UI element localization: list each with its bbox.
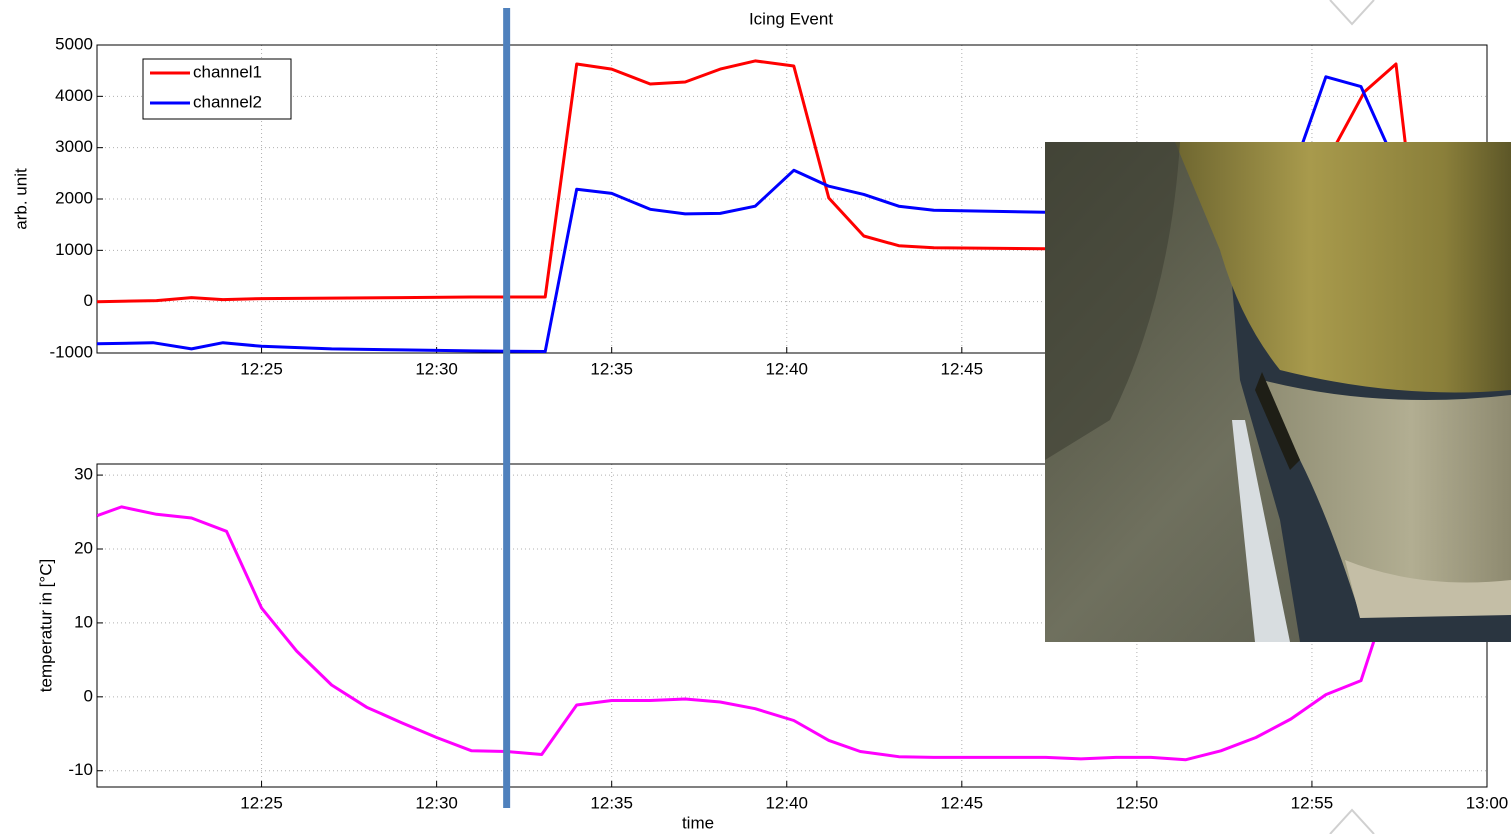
- x-axis-label: time: [682, 813, 714, 832]
- x-tick-label: 12:45: [941, 359, 984, 378]
- x-tick-label: 12:45: [941, 793, 984, 812]
- y-tick-label: 3000: [55, 137, 93, 156]
- x-tick-label: 12:25: [240, 359, 283, 378]
- x-tick-label: 12:25: [240, 793, 283, 812]
- photo-inset: [1045, 142, 1511, 642]
- x-tick-label: 12:50: [1116, 793, 1159, 812]
- x-tick-label: 13:00: [1466, 793, 1509, 812]
- x-tick-label: 12:40: [765, 359, 808, 378]
- y-tick-label: 1000: [55, 240, 93, 259]
- y-tick-label: 10: [74, 612, 93, 631]
- y-tick-label: 0: [84, 291, 93, 310]
- y-axis-label: arb. unit: [11, 168, 30, 230]
- legend: channel1 channel2: [143, 59, 291, 119]
- figure: 12:25 12:30 12:35 12:40 12:45 12:50 12:55 13:00…: [0, 0, 1511, 834]
- y-tick-label: 5000: [55, 34, 93, 53]
- chevron: [1330, 810, 1374, 834]
- x-tick-label: 12:30: [415, 359, 458, 378]
- x-tick-label: 12:35: [590, 359, 633, 378]
- chart-title: Icing Event: [749, 9, 833, 28]
- y-tick-label: 20: [74, 538, 93, 557]
- x-tick-label: 12:40: [765, 793, 808, 812]
- x-tick-label: 12:35: [590, 793, 633, 812]
- x-tick-label: 12:55: [1291, 793, 1334, 812]
- chevron: [1330, 0, 1374, 24]
- legend-label: channel1: [193, 62, 262, 81]
- y-tick-label: -1000: [50, 342, 93, 361]
- x-tick-label: 12:30: [415, 793, 458, 812]
- y-tick-label: 4000: [55, 86, 93, 105]
- y-tick-label: 30: [74, 465, 93, 484]
- y-tick-label: -10: [68, 760, 93, 779]
- legend-label: channel2: [193, 92, 262, 111]
- y-tick-label: 0: [84, 686, 93, 705]
- y-tick-label: 2000: [55, 188, 93, 207]
- y-axis-label: temperatur in [°C]: [36, 559, 55, 692]
